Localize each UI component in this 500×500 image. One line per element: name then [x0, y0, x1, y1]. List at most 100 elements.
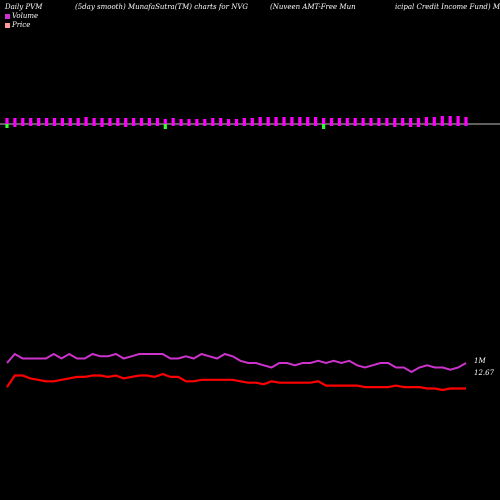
volume-bar-up	[52, 118, 57, 124]
volume-bar-down	[416, 124, 421, 127]
volume-bar-down	[377, 124, 381, 126]
volume-bar-up	[401, 118, 405, 124]
volume-bar-down	[13, 124, 17, 127]
volume-bar-up	[424, 117, 428, 124]
volume-bar-down	[258, 124, 262, 126]
volume-bar-down	[298, 124, 302, 126]
volume-bar-down	[393, 124, 397, 127]
volume-bar-down	[385, 124, 389, 126]
volume-bar-down	[45, 124, 49, 126]
volume-bar-down	[440, 124, 444, 126]
volume-bar-down	[29, 124, 33, 126]
volume-bar-up	[179, 119, 183, 124]
volume-line	[6, 352, 467, 374]
volume-bar-down	[250, 124, 254, 126]
volume-bar-down	[282, 124, 286, 126]
volume-bar-up	[448, 116, 452, 124]
volume-bar-up	[314, 117, 318, 124]
volume-bar-down	[155, 124, 159, 126]
volume-bar-up	[298, 117, 302, 124]
volume-bar-down	[179, 124, 183, 126]
volume-bar-down	[76, 124, 80, 126]
volume-bar-down	[274, 124, 278, 126]
volume-bar-down	[306, 124, 310, 126]
volume-bar-down	[147, 124, 151, 126]
volume-bar-up	[345, 118, 349, 124]
volume-bar-up	[84, 117, 88, 124]
volume-bar-up	[60, 118, 64, 124]
volume-bar-up	[171, 118, 175, 124]
legend-volume-label: Volume	[12, 12, 39, 20]
volume-bar-down	[5, 124, 9, 128]
volume-bar-down	[448, 124, 452, 126]
volume-bar-down	[116, 124, 120, 126]
volume-bar-up	[234, 119, 239, 124]
volume-bar-up	[409, 118, 413, 124]
volume-bar-up	[456, 116, 460, 124]
volume-bar-down	[227, 124, 231, 126]
volume-bar-up	[282, 117, 286, 124]
volume-bar-down	[60, 124, 64, 126]
volume-bar-up	[416, 118, 421, 124]
volume-bar-down	[100, 124, 104, 127]
volume-bar-up	[29, 118, 33, 124]
volume-bar-down	[211, 124, 215, 126]
volume-bar-down	[187, 124, 191, 126]
volume-bar-up	[45, 118, 49, 124]
volume-bar-down	[21, 124, 25, 126]
volume-bar-up	[211, 118, 215, 124]
volume-bar-up	[92, 118, 96, 124]
legend-volume-swatch	[5, 13, 10, 19]
volume-bar-down	[322, 124, 326, 129]
volume-bar-down	[337, 124, 341, 126]
volume-bar-up	[13, 118, 17, 124]
legend-price-swatch	[5, 22, 10, 28]
volume-bar-down	[68, 124, 72, 126]
volume-bar-down	[132, 124, 136, 126]
chart-title-fund-part2: icipal Credit Income Fund) Muni	[395, 3, 500, 11]
volume-bar-down	[37, 124, 41, 126]
volume-bar-up	[139, 118, 144, 124]
volume-bar-up	[432, 117, 436, 124]
volume-bar-down	[424, 124, 428, 126]
legend-volume: Volume	[5, 12, 38, 20]
volume-bar-up	[385, 118, 389, 124]
volume-bar-up	[219, 118, 223, 124]
volume-bar-up	[187, 119, 191, 124]
volume-bar-up	[195, 119, 199, 124]
volume-bar-down	[242, 124, 246, 126]
volume-bar-down	[139, 124, 144, 126]
volume-bar-down	[369, 124, 373, 126]
volume-bar-up	[250, 118, 254, 124]
volume-bar-down	[163, 124, 167, 129]
volume-bar-up	[440, 116, 444, 124]
volume-bar-down	[195, 124, 199, 126]
volume-bar-down	[314, 124, 318, 126]
volume-bar-down	[409, 124, 413, 127]
volume-bar-up	[329, 118, 334, 124]
price-line	[6, 372, 466, 392]
volume-bar-up	[100, 118, 104, 124]
volume-bar-down	[456, 124, 460, 126]
volume-bar-up	[353, 118, 357, 124]
chart-title-main: (5day smooth) MunafaSutra(TM) charts for…	[75, 3, 248, 11]
volume-bar-up	[132, 118, 136, 124]
volume-bars	[5, 116, 468, 129]
volume-bar-up	[203, 119, 207, 124]
volume-bar-up	[37, 118, 41, 124]
volume-bar-up	[147, 118, 151, 124]
legend-price-label: Price	[12, 21, 31, 29]
volume-bar-up	[258, 117, 262, 124]
price-axis-label: 12.67	[474, 369, 495, 377]
volume-bar-up	[108, 118, 112, 124]
volume-bar-up	[155, 118, 159, 124]
volume-bar-down	[329, 124, 334, 126]
volume-bar-up	[76, 118, 80, 124]
volume-bar-up	[322, 118, 326, 124]
volume-bar-down	[361, 124, 365, 126]
volume-bar-down	[124, 124, 128, 127]
volume-bar-up	[116, 118, 120, 124]
volume-bar-up	[163, 119, 167, 124]
volume-bar-down	[401, 124, 405, 126]
